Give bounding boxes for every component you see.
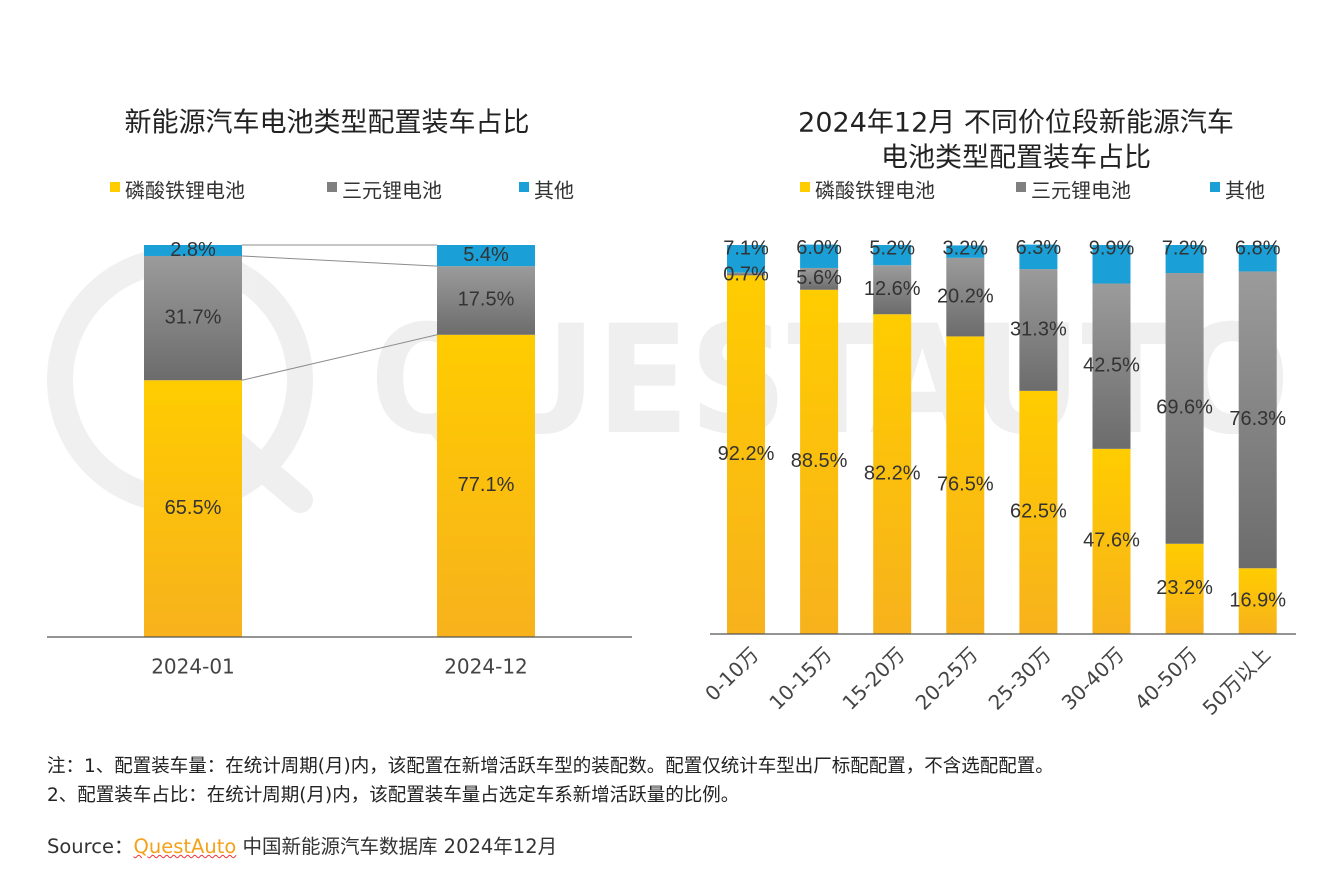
bar-其他-50万以上 <box>1238 245 1277 272</box>
data-label: 12.6% <box>864 278 921 300</box>
bar-三元锂电池-25-30万 <box>1019 269 1058 391</box>
data-label: 7.2% <box>1162 237 1208 259</box>
bar-磷酸铁锂电池-0-10万 <box>727 275 765 634</box>
legend-swatch-2 <box>519 182 529 192</box>
x-tick-label: 0-10万 <box>700 642 763 705</box>
bar-其他-40-50万 <box>1165 245 1204 274</box>
note-line-1: 注：1、配置装车量：在统计周期(月)内，该配置在新增活跃车型的装配数。配置仅统计… <box>47 756 1054 777</box>
data-label: 88.5% <box>791 450 848 472</box>
bar-其他-30-40万 <box>1092 245 1131 284</box>
bar-磷酸铁锂电池-2024-01 <box>144 380 242 637</box>
legend-label-0: 磷酸铁锂电池 <box>815 179 935 203</box>
x-tick-label: 30-40万 <box>1057 642 1129 714</box>
data-label: 69.6% <box>1156 397 1213 419</box>
data-label: 92.2% <box>718 443 775 465</box>
data-label: 65.5% <box>165 497 222 519</box>
bar-三元锂电池-30-40万 <box>1092 283 1131 449</box>
bar-三元锂电池-2024-12 <box>437 266 535 335</box>
data-label: 3.2% <box>943 238 989 260</box>
footnotes: 注：1、配置装车量：在统计周期(月)内，该配置在新增活跃车型的装配数。配置仅统计… <box>47 752 1337 810</box>
source-brand: QuestAuto <box>133 835 237 858</box>
x-tick-label: 2024-01 <box>151 655 235 679</box>
legend-label-1: 三元锂电池 <box>342 179 442 203</box>
bar-其他-20-25万 <box>946 245 985 258</box>
data-label: 5.4% <box>463 244 509 266</box>
bar-三元锂电池-2024-01 <box>144 255 242 381</box>
data-label: 6.8% <box>1235 237 1281 259</box>
bar-磷酸铁锂电池-40-50万 <box>1165 543 1204 634</box>
data-label: 6.3% <box>1016 237 1062 259</box>
source-line: Source：QuestAuto 中国新能源汽车数据库 2024年12月 <box>47 830 557 859</box>
bar-三元锂电池-15-20万 <box>873 265 912 315</box>
data-label: 9.9% <box>1089 237 1135 259</box>
data-label: 5.6% <box>796 267 842 289</box>
legend-label-1: 三元锂电池 <box>1031 179 1131 203</box>
chart-title: 新能源汽车电池类型配置装车占比 <box>125 108 530 139</box>
bar-三元锂电池-10-15万 <box>800 267 839 290</box>
chart-title-line-2: 电池类型配置装车占比 <box>881 143 1151 174</box>
data-label: 76.3% <box>1229 408 1286 430</box>
bar-其他-25-30万 <box>1019 244 1058 270</box>
data-label: 47.6% <box>1083 530 1140 552</box>
data-label: 5.2% <box>869 237 915 259</box>
source-suffix: 中国新能源汽车数据库 2024年12月 <box>236 835 558 858</box>
data-label: 6.0% <box>796 237 842 259</box>
bar-磷酸铁锂电池-2024-12 <box>437 334 535 637</box>
bar-其他-0-10万 <box>727 245 765 273</box>
connector-line-2 <box>241 334 438 381</box>
bar-磷酸铁锂电池-10-15万 <box>800 289 839 634</box>
bar-磷酸铁锂电池-15-20万 <box>873 314 912 634</box>
data-label: 76.5% <box>937 473 994 495</box>
legend-swatch-0 <box>800 182 810 192</box>
data-label: 20.2% <box>937 285 994 307</box>
x-tick-label: 10-15万 <box>764 642 836 714</box>
x-tick-label: 40-50万 <box>1130 642 1202 714</box>
x-tick-label: 25-30万 <box>984 642 1056 714</box>
data-label: 7.1% <box>723 237 769 259</box>
x-tick-label: 2024-12 <box>444 655 528 679</box>
bar-三元锂电池-50万以上 <box>1238 271 1277 569</box>
legend-label-2: 其他 <box>1225 179 1265 203</box>
data-label: 16.9% <box>1229 589 1286 611</box>
legend-swatch-1 <box>327 182 337 192</box>
data-label: 31.3% <box>1010 318 1067 340</box>
connector-line-1 <box>241 255 438 267</box>
bar-磷酸铁锂电池-20-25万 <box>946 336 985 634</box>
bar-其他-10-15万 <box>800 244 839 268</box>
bar-三元锂电池-0-10万 <box>727 272 765 276</box>
legend-swatch-0 <box>110 182 120 192</box>
data-label: 82.2% <box>864 462 921 484</box>
data-label: 23.2% <box>1156 577 1213 599</box>
data-label: 77.1% <box>458 474 515 496</box>
legend-swatch-2 <box>1210 182 1220 192</box>
data-label: 17.5% <box>458 289 515 311</box>
source-prefix: Source： <box>47 835 134 858</box>
chart-title-line-1: 2024年12月 不同价位段新能源汽车 <box>798 108 1234 139</box>
bar-三元锂电池-40-50万 <box>1165 273 1204 544</box>
bar-三元锂电池-20-25万 <box>946 257 985 337</box>
x-tick-label: 20-25万 <box>911 642 983 714</box>
bar-其他-15-20万 <box>873 245 912 266</box>
bar-磷酸铁锂电池-30-40万 <box>1092 448 1131 634</box>
bar-磷酸铁锂电池-50万以上 <box>1238 568 1277 634</box>
data-label: 42.5% <box>1083 354 1140 376</box>
x-tick-label: 50万以上 <box>1198 642 1275 719</box>
legend-label-0: 磷酸铁锂电池 <box>125 179 245 203</box>
bar-其他-2024-12 <box>437 245 535 267</box>
legend-label-2: 其他 <box>534 179 574 203</box>
data-label: 31.7% <box>165 306 222 328</box>
x-tick-label: 15-20万 <box>837 642 909 714</box>
note-line-2: 2、配置装车占比：在统计周期(月)内，该配置装车量占选定车系新增活跃量的比例。 <box>47 785 740 806</box>
data-label: 0.7% <box>723 263 769 285</box>
data-label: 62.5% <box>1010 501 1067 523</box>
legend-swatch-1 <box>1016 182 1026 192</box>
bar-其他-2024-01 <box>144 245 242 256</box>
bar-磷酸铁锂电池-25-30万 <box>1019 390 1058 634</box>
data-label: 2.8% <box>170 239 216 261</box>
